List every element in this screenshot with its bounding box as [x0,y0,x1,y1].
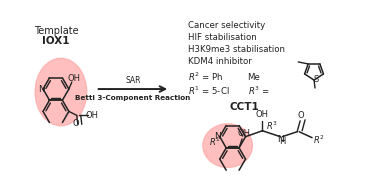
Text: Cancer selectivity: Cancer selectivity [188,21,265,30]
Text: OH: OH [85,111,98,120]
Text: N: N [214,132,221,141]
Text: $R^3$ =: $R^3$ = [247,85,269,97]
Text: OH: OH [67,74,80,83]
Text: N: N [38,84,44,94]
Text: OH: OH [256,110,269,119]
Text: HIF stabilisation: HIF stabilisation [188,33,257,42]
Text: $R^2$ = Ph: $R^2$ = Ph [188,71,224,83]
Text: CCT1: CCT1 [230,102,259,112]
Ellipse shape [203,124,252,167]
Text: SAR: SAR [125,76,141,85]
Ellipse shape [35,58,87,126]
Text: Me: Me [247,73,261,82]
Text: $R^3$: $R^3$ [266,120,278,132]
Text: KDM4 inhibitor: KDM4 inhibitor [188,57,252,66]
Text: S: S [313,75,319,84]
Text: N: N [277,135,284,144]
Text: Betti 3-Component Reaction: Betti 3-Component Reaction [75,95,190,101]
Text: O: O [73,119,79,128]
Text: $R^2$: $R^2$ [313,133,325,146]
Text: $R^1$ = 5-Cl: $R^1$ = 5-Cl [188,85,230,97]
Text: $R^1$: $R^1$ [210,136,221,148]
Text: IOX1: IOX1 [42,36,70,46]
Text: H3K9me3 stabilisation: H3K9me3 stabilisation [188,45,285,54]
Text: OH: OH [237,129,251,139]
Text: H: H [279,137,286,146]
Text: O: O [298,111,305,120]
Text: Template: Template [34,26,78,36]
